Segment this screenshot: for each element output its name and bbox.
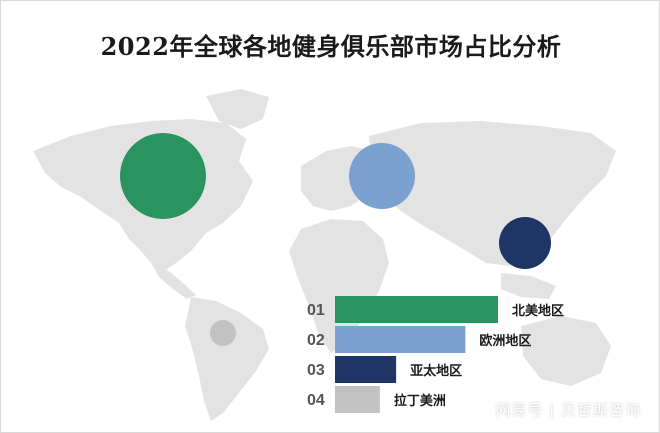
bar-label-4: 拉丁美洲 [394,393,446,409]
bar-1 [335,296,498,323]
asia-shape [369,121,616,266]
rank-label-3: 03 [307,362,325,379]
greenland-shape [206,89,269,129]
chart-title: 2022年全球各地健身俱乐部市场占比分析 [100,32,562,61]
rank-label-2: 02 [307,332,325,349]
watermark-text: 网易号 | 贝哲斯咨询 [495,401,641,419]
bar-2 [335,326,466,353]
australia-shape [521,316,611,386]
bar-label-2: 欧洲地区 [479,333,531,349]
circle-asia-pacific [499,217,551,269]
circle-north-america [120,133,206,219]
bar-4 [335,386,380,413]
circle-europe [349,143,415,209]
bar-label-1: 北美地区 [512,303,564,319]
bar-label-3: 亚太地区 [410,363,462,379]
southeast-asia-shape [501,273,556,299]
africa-shape [289,219,389,353]
circle-latin-america [210,320,236,346]
central-america-shape [151,263,196,299]
bar-3 [335,356,397,383]
rank-label-4: 04 [307,392,325,409]
south-america-shape [185,297,269,421]
bar-group: 01 北美地区 02 欧洲地区 03 亚太地区 04 拉丁美洲 [307,296,564,413]
rank-label-1: 01 [307,302,325,319]
